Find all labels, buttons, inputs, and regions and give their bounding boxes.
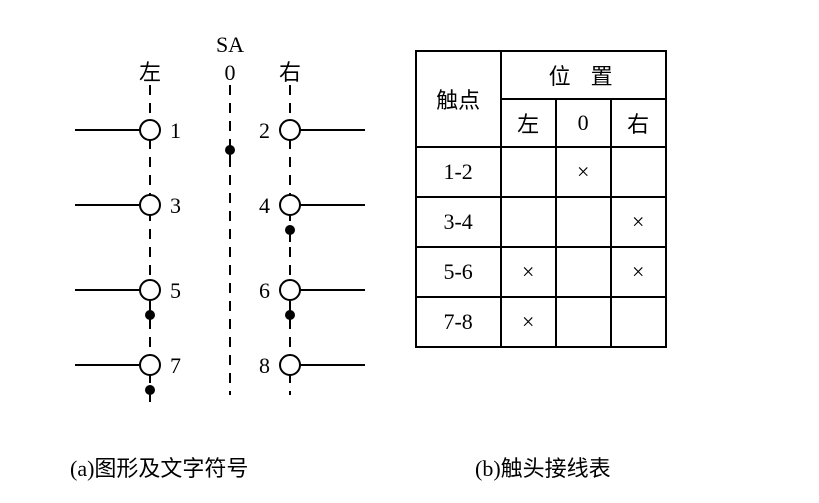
node-4	[280, 195, 300, 215]
node-label-3: 3	[170, 193, 181, 218]
col-label-right: 右	[279, 60, 301, 85]
table-cell: ×	[556, 147, 611, 197]
col-label-mid: 0	[225, 60, 236, 85]
table-row: 5-6 × ×	[416, 247, 666, 297]
pin-dot-0	[225, 145, 235, 155]
row-label: 1-2	[416, 147, 501, 197]
caption-a: (a)图形及文字符号	[70, 451, 248, 483]
table-cell	[611, 297, 666, 347]
node-3	[140, 195, 160, 215]
table-cell	[556, 197, 611, 247]
pin-dot-2	[145, 310, 155, 320]
col-header-right: 右	[611, 99, 666, 147]
table-cell	[611, 147, 666, 197]
node-7	[140, 355, 160, 375]
pin-dot-4	[145, 385, 155, 395]
node-label-1: 1	[170, 118, 181, 143]
table-header-row-1: 触点 位置	[416, 51, 666, 99]
schematic-diagram: SA 左 0 右 1 2 3 4	[40, 20, 385, 483]
caption-b: (b)触头接线表	[475, 451, 611, 483]
table-row: 7-8 ×	[416, 297, 666, 347]
node-5	[140, 280, 160, 300]
node-label-8: 8	[259, 353, 270, 378]
node-label-6: 6	[259, 278, 270, 303]
col-label-left: 左	[139, 60, 161, 85]
table-cell	[501, 197, 556, 247]
node-8	[280, 355, 300, 375]
table-cell	[556, 297, 611, 347]
table-row: 1-2 ×	[416, 147, 666, 197]
header-position-group: 位置	[501, 51, 666, 99]
row-label: 7-8	[416, 297, 501, 347]
row-label: 5-6	[416, 247, 501, 297]
col-header-left: 左	[501, 99, 556, 147]
table-cell: ×	[611, 247, 666, 297]
header-contact-label: 触点	[416, 51, 501, 147]
node-label-7: 7	[170, 353, 181, 378]
table-cell: ×	[611, 197, 666, 247]
table-cell	[556, 247, 611, 297]
pin-dot-3	[285, 310, 295, 320]
pin-dot-1	[285, 225, 295, 235]
table-cell	[501, 147, 556, 197]
node-2	[280, 120, 300, 140]
node-label-2: 2	[259, 118, 270, 143]
node-label-5: 5	[170, 278, 181, 303]
table-row: 3-4 ×	[416, 197, 666, 247]
node-1	[140, 120, 160, 140]
designator-label: SA	[216, 32, 244, 57]
table-cell: ×	[501, 297, 556, 347]
table-cell: ×	[501, 247, 556, 297]
contact-table: 触点 位置 左 0 右 1-2 × 3-4 × 5-6	[415, 50, 667, 348]
node-6	[280, 280, 300, 300]
contact-table-panel: 触点 位置 左 0 右 1-2 × 3-4 × 5-6	[385, 20, 779, 483]
node-label-4: 4	[259, 193, 270, 218]
row-label: 3-4	[416, 197, 501, 247]
diagram-svg: SA 左 0 右 1 2 3 4	[60, 30, 390, 430]
col-header-zero: 0	[556, 99, 611, 147]
